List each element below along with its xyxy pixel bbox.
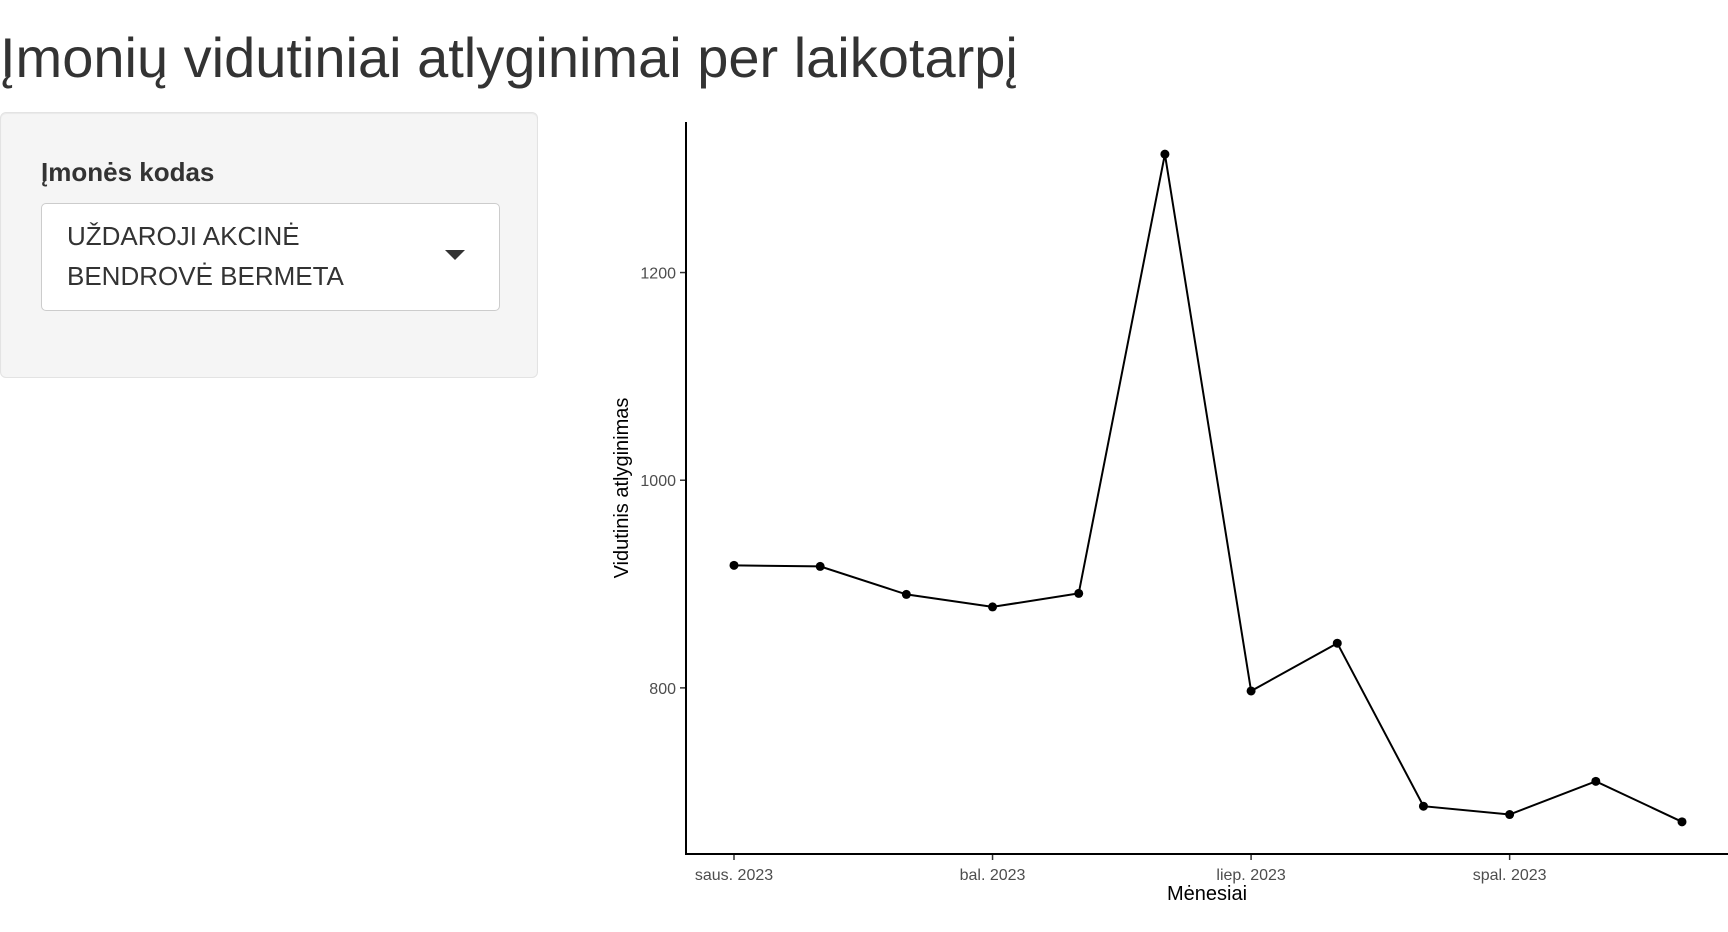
y-axis-title: Vidutinis atlyginimas — [611, 398, 633, 579]
company-select[interactable]: UŽDAROJI AKCINĖ BENDROVĖ BERMETA — [41, 203, 500, 311]
data-point — [1418, 801, 1428, 811]
company-code-label: Įmonės kodas — [41, 157, 215, 187]
sidebar-panel: Įmonės kodas UŽDAROJI AKCINĖ BENDROVĖ BE… — [0, 112, 538, 378]
y-axis-ticks: 800 1000 1200 — [640, 266, 686, 698]
y-tick-label: 1200 — [640, 266, 676, 283]
x-axis-ticks: saus. 2023 bal. 2023 liep. 2023 spal. 2023 — [695, 854, 1547, 884]
data-point — [1505, 810, 1515, 820]
data-point — [729, 560, 739, 570]
data-point — [815, 561, 825, 571]
page-title: Įmonių vidutiniai atlyginimai per laikot… — [0, 26, 1018, 89]
chevron-down-icon[interactable] — [445, 250, 465, 260]
data-point — [901, 589, 911, 599]
company-select-value-line2: BENDROVĖ BERMETA — [67, 261, 344, 291]
company-select-value-line1: UŽDAROJI AKCINĖ — [67, 221, 300, 251]
x-tick-label: liep. 2023 — [1216, 867, 1285, 884]
x-axis-title: Mėnesiai — [1167, 883, 1247, 905]
y-tick-label: 800 — [649, 681, 676, 698]
company-select-value: UŽDAROJI AKCINĖ BENDROVĖ BERMETA — [67, 216, 407, 296]
series-line — [733, 154, 1683, 823]
data-point — [1332, 638, 1342, 648]
data-point — [1677, 817, 1687, 827]
x-tick-label: bal. 2023 — [960, 867, 1026, 884]
data-point — [1074, 588, 1084, 598]
data-point — [1591, 776, 1601, 786]
data-point — [1160, 149, 1170, 159]
y-tick-label: 1000 — [640, 473, 676, 490]
x-tick-label: saus. 2023 — [695, 867, 773, 884]
x-tick-label: spal. 2023 — [1473, 867, 1547, 884]
series-points — [729, 149, 1687, 827]
data-point — [1246, 686, 1256, 696]
data-point — [988, 602, 998, 612]
